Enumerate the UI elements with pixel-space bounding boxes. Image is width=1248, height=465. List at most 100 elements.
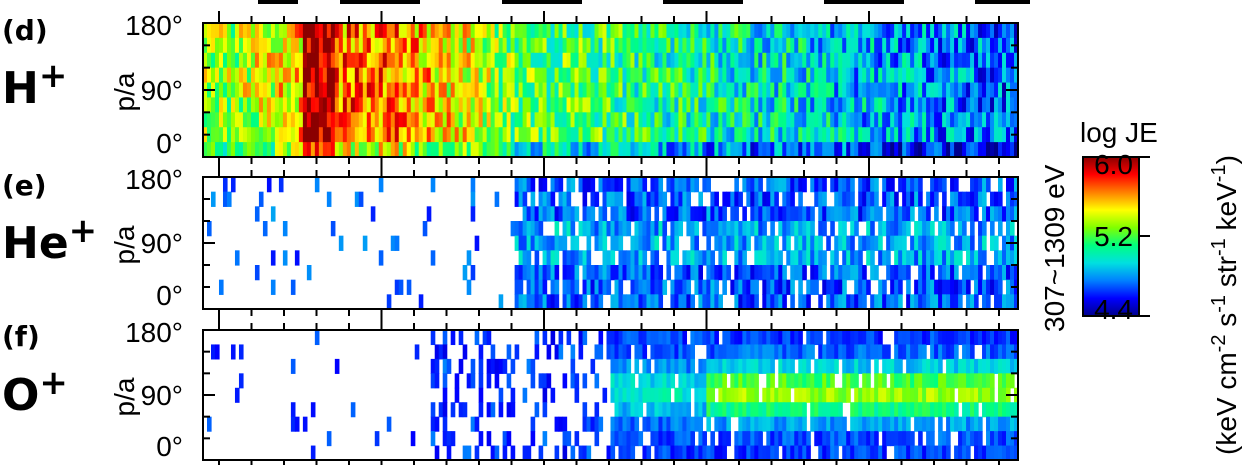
heatmap-cell (634, 142, 640, 158)
heatmap-cell (798, 82, 803, 99)
heatmap-cell (814, 142, 819, 158)
heatmap-cell (534, 250, 540, 266)
heatmap-cell (838, 142, 843, 158)
heatmap-cell (1014, 52, 1019, 69)
heatmap-cell (850, 221, 855, 237)
heatmap-cell (642, 373, 648, 389)
heatmap-cell (578, 250, 584, 266)
heatmap-cell (918, 358, 923, 374)
heatmap-cell (318, 97, 324, 113)
heatmap-cell (634, 52, 640, 69)
heatmap-cell (894, 112, 899, 128)
heatmap-cell (506, 344, 512, 360)
heatmap-cell (666, 358, 672, 374)
heatmap-cell (386, 82, 392, 99)
heatmap-cell (850, 206, 855, 222)
heatmap-cell (546, 294, 552, 310)
heatmap-cell (786, 127, 791, 143)
heatmap-cell (746, 221, 751, 237)
heatmap-cell (642, 344, 648, 360)
heatmap-cell (830, 250, 835, 266)
heatmap-cell (538, 235, 544, 251)
heatmap-cell (790, 191, 795, 207)
heatmap-cell (498, 358, 504, 374)
heatmap-cell (906, 206, 911, 222)
heatmap-cell (266, 112, 272, 128)
heatmap-cell (978, 82, 983, 99)
heatmap-cell (990, 97, 995, 113)
heatmap-cell (890, 431, 895, 447)
heatmap-cell (586, 265, 592, 281)
heatmap-cell (642, 37, 648, 54)
heatmap-cell (382, 82, 388, 99)
heatmap-cell (238, 344, 244, 360)
heatmap-cell (902, 402, 907, 418)
heatmap-cell (914, 416, 919, 432)
heatmap-cell (494, 82, 500, 99)
heatmap-cell (450, 127, 456, 143)
heatmap-cell (642, 23, 648, 39)
heatmap-cell (570, 250, 576, 266)
heatmap-cell (866, 112, 871, 128)
heatmap-cell (590, 191, 596, 207)
heatmap-cell (590, 221, 596, 237)
heatmap-cell (542, 127, 548, 143)
heatmap-cell (778, 265, 783, 281)
heatmap-cell (898, 373, 903, 389)
heatmap-cell (406, 67, 412, 84)
heatmap-cell (738, 344, 743, 360)
heatmap-cell (398, 37, 404, 54)
heatmap-cell (910, 344, 915, 360)
heatmap-cell (790, 206, 795, 222)
heatmap-cell (534, 265, 540, 281)
heatmap-cell (486, 112, 492, 128)
heatmap-cell (310, 97, 316, 113)
heatmap-cell (862, 23, 867, 39)
heatmap-cell (966, 206, 971, 222)
heatmap-cell (782, 177, 787, 193)
heatmap-cell (414, 112, 420, 128)
heatmap-cell (966, 23, 971, 39)
heatmap-cell (790, 221, 795, 237)
heatmap-cell (522, 67, 528, 84)
heatmap-cell (974, 191, 979, 207)
heatmap-cell (334, 82, 340, 99)
heatmap-cell (1010, 294, 1015, 310)
heatmap-cell (710, 191, 715, 207)
heatmap-cell (270, 250, 276, 266)
heatmap-cell (654, 82, 660, 99)
heatmap-cell (894, 142, 899, 158)
heatmap-cell (314, 52, 320, 69)
heatmap-cell (530, 416, 536, 432)
heatmap-cell (622, 97, 628, 113)
heatmap-cell (626, 344, 632, 360)
heatmap-cell (834, 294, 839, 310)
heatmap-cell (786, 221, 791, 237)
heatmap-cell (506, 127, 512, 143)
heatmap-cell (610, 250, 616, 266)
heatmap-cell (830, 177, 835, 193)
heatmap-cell (658, 402, 664, 418)
heatmap-cell (842, 97, 847, 113)
heatmap-cell (526, 250, 532, 266)
heatmap-cell (270, 97, 276, 113)
heatmap-cell (446, 127, 452, 143)
heatmap-cell (802, 221, 807, 237)
heatmap-cell (1010, 97, 1015, 113)
heatmap-cell (398, 112, 404, 128)
heatmap-cell (690, 67, 695, 84)
heatmap-cell (726, 221, 731, 237)
heatmap-cell (830, 112, 835, 128)
heatmap-cell (890, 97, 895, 113)
heatmap-cell (1006, 206, 1011, 222)
heatmap-cell (446, 142, 452, 158)
heatmap-cell (902, 250, 907, 266)
heatmap-cell (542, 265, 548, 281)
heatmap-cell (234, 250, 240, 266)
heatmap-cell (438, 112, 444, 128)
heatmap-cell (638, 23, 644, 39)
heatmap-cell (530, 279, 536, 295)
heatmap-cell (770, 177, 775, 193)
heatmap-cell (582, 206, 588, 222)
heatmap-cell (586, 250, 592, 266)
